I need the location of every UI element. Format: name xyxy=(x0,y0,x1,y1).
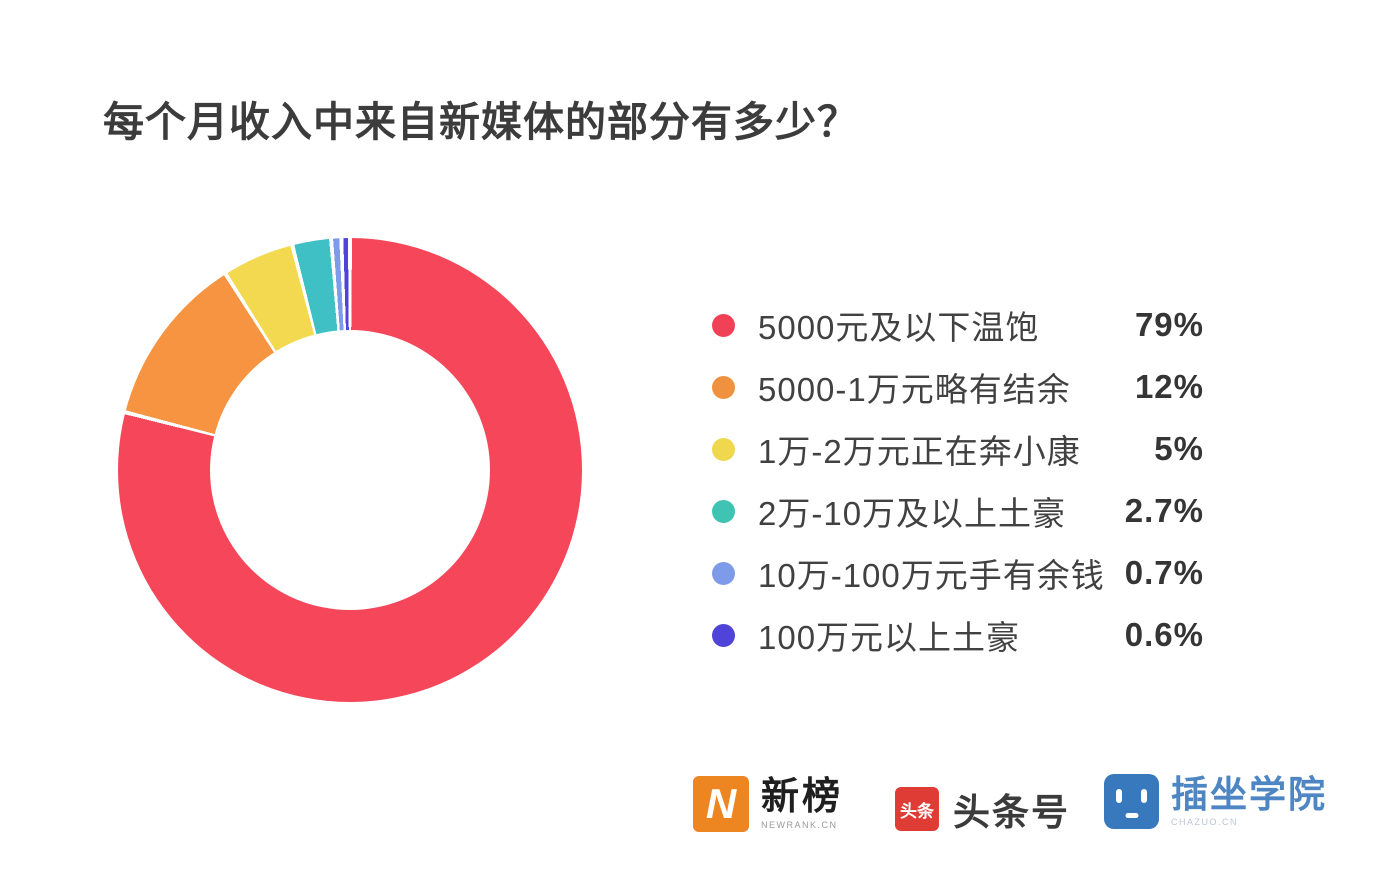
legend-item: 10万-100万元手有余钱 0.7% xyxy=(712,542,1204,604)
legend-value: 79% xyxy=(1134,306,1204,343)
legend-label: 5000元及以下温饱 xyxy=(758,309,1040,346)
legend-dot-icon xyxy=(712,313,735,337)
legend-label: 1万-2万元正在奔小康 xyxy=(758,433,1081,470)
chazuo-url-text: CHAZUO.CN xyxy=(1171,816,1238,827)
donut-hole xyxy=(210,330,490,610)
legend-dot-icon xyxy=(712,375,735,399)
legend-value: 12% xyxy=(1134,368,1204,405)
legend-label: 2万-10万及以上土豪 xyxy=(758,495,1067,532)
legend-value: 0.7% xyxy=(1124,554,1204,591)
legend-item: 5000元及以下温饱 79% xyxy=(712,294,1204,356)
legend-item: 2万-10万及以上土豪 2.7% xyxy=(712,480,1204,542)
donut-chart xyxy=(118,238,582,702)
newrank-url-text: NEWRANK.CN xyxy=(761,819,838,830)
legend-dot-icon xyxy=(712,499,735,523)
newrank-n-icon: N xyxy=(693,776,749,832)
legend-label: 100万元以上土豪 xyxy=(758,619,1021,656)
toutiao-logo: 头条 头条号 xyxy=(895,782,1070,836)
legend-dot-icon xyxy=(712,561,735,585)
legend-dot-icon xyxy=(712,437,735,461)
legend-label: 5000-1万元略有结余 xyxy=(758,371,1071,408)
chazuo-logo: 插坐学院 CHAZUO.CN xyxy=(1104,774,1327,829)
newrank-logo: N 新榜 NEWRANK.CN xyxy=(693,776,843,832)
legend-dot-icon xyxy=(712,623,735,647)
legend-value: 5% xyxy=(1154,430,1204,467)
legend-value: 0.6% xyxy=(1124,616,1204,653)
legend-value: 2.7% xyxy=(1124,492,1204,529)
page-title: 每个月收入中来自新媒体的部分有多少？ xyxy=(103,99,859,145)
chazuo-face-icon xyxy=(1104,774,1159,829)
newrank-wordmark: 新榜 xyxy=(761,776,844,819)
legend-item: 100万元以上土豪 0.6% xyxy=(712,604,1204,666)
legend-item: 1万-2万元正在奔小康 5% xyxy=(712,418,1204,480)
legend-item: 5000-1万元略有结余 12% xyxy=(712,356,1204,418)
chazuo-wordmark: 插坐学院 xyxy=(1171,774,1327,816)
legend-label: 10万-100万元手有余钱 xyxy=(758,557,1105,594)
chart-legend: 5000元及以下温饱 79% 5000-1万元略有结余 12% 1万-2万元正在… xyxy=(712,294,1204,666)
toutiao-icon: 头条 xyxy=(895,787,939,831)
footer-logos: N 新榜 NEWRANK.CN 头条 头条号 插坐学院 CHAZUO.CN xyxy=(0,772,1399,842)
toutiao-wordmark: 头条号 xyxy=(953,792,1070,833)
